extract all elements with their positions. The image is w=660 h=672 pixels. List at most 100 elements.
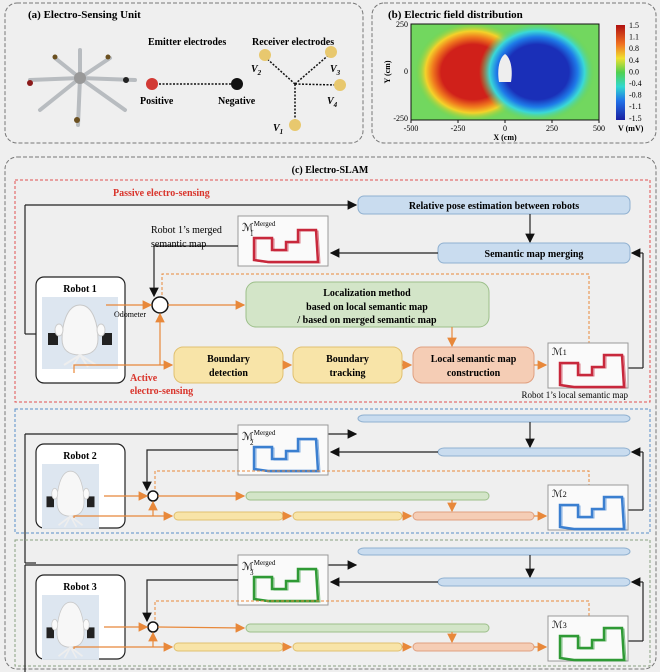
y-tick-label: 0 — [404, 67, 408, 76]
colorbar — [616, 25, 625, 120]
passive-electro-sensing-label: Passive electro-sensing — [113, 188, 210, 199]
panel-b-title: (b) Electric field distribution — [388, 9, 523, 21]
panel-a-border — [4, 2, 364, 144]
local-semantic-map-construction-box-label-2: construction — [447, 368, 501, 379]
merged-map-symbol: ℳMerged 3 — [242, 559, 276, 577]
receiver-electrodes-label: Receiver electrodes — [252, 37, 334, 48]
merged-map-caption-1: Robot 1’s merged — [151, 225, 222, 236]
active-electro-sensing-label-1: Active — [130, 373, 158, 384]
active-electro-sensing-label-2: electro-sensing — [130, 386, 193, 397]
fusion-node — [147, 621, 159, 633]
colorbar-tick-label: 1.1 — [629, 33, 639, 42]
colorbar-tick-label: 1.5 — [629, 21, 639, 30]
robot-image — [41, 594, 100, 661]
odometer-label: Odometer — [114, 310, 146, 319]
relative-pose-estimation-box — [357, 414, 631, 423]
x-tick-label: -500 — [404, 124, 419, 133]
semantic-map-merging-label: Semantic map merging — [485, 249, 584, 260]
boundary-detection-box-label-1: Boundary — [207, 354, 250, 365]
robot-2-pipeline: ℳMerged 2 Robot 2 ℳ2 — [14, 408, 651, 564]
boundary-detection-box — [173, 511, 284, 521]
panel-electro-sensing-unit: (a) Electro-Sensing Unit Emitter electro… — [4, 2, 364, 144]
x-tick-label: 250 — [546, 124, 558, 133]
localization-method-box — [245, 491, 490, 501]
semantic-map-merging-box — [437, 577, 631, 587]
merged-map-symbol: ℳMerged 2 — [242, 429, 276, 447]
receiver-electrode-v3 — [325, 46, 337, 58]
receiver-electrode-v2 — [259, 49, 271, 61]
colorbar-tick-label: -1.5 — [629, 114, 642, 123]
colorbar-tick-label: -0.4 — [629, 79, 642, 88]
localization-method-box — [245, 281, 490, 328]
receiver-electrode-v1 — [289, 119, 301, 131]
negative-label: Negative — [218, 96, 256, 107]
colorbar-tick-label: 0.8 — [629, 44, 639, 53]
relative-pose-estimation-box — [357, 195, 631, 215]
positive-electrode — [146, 78, 158, 90]
local-semantic-map-image — [547, 484, 629, 531]
fusion-node — [151, 296, 169, 314]
colorbar-tick-label: -1.1 — [629, 102, 642, 111]
v2-label: V2 — [251, 64, 262, 77]
local-semantic-map-image — [547, 615, 629, 662]
x-tick-label: 0 — [503, 124, 507, 133]
semantic-map-trace — [252, 228, 320, 264]
v4-label: V4 — [327, 96, 338, 109]
x-tick-label: -250 — [451, 124, 466, 133]
v3-label: V3 — [330, 64, 341, 77]
semantic-map-trace — [558, 495, 626, 531]
merged-map-caption-2: semantic map — [151, 239, 206, 250]
y-tick-label: 250 — [396, 20, 408, 29]
negative-electrode — [231, 78, 243, 90]
localization-method-box — [245, 623, 490, 633]
section-border — [14, 539, 651, 667]
y-axis-label: Y (cm) — [383, 60, 392, 83]
boundary-detection-box-label-2: detection — [209, 368, 248, 379]
x-axis-label: X (cm) — [493, 133, 517, 142]
x-tick-label: 500 — [593, 124, 605, 133]
panel-c-border — [4, 156, 657, 670]
merged-map-symbol: ℳMerged 1 — [242, 220, 276, 238]
boundary-tracking-box-label-2: tracking — [329, 368, 365, 379]
panel-electro-slam: (c) Electro-SLAM Passive electro-sensing… — [4, 156, 657, 672]
colorbar-tick-label: 0.4 — [629, 56, 639, 65]
v1-label: V1 — [273, 123, 283, 136]
y-tick-label: -250 — [393, 114, 408, 123]
robot-3-pipeline: ℳMerged 3 Robot 3 ℳ3 — [14, 539, 651, 672]
relative-pose-estimation-box — [357, 547, 631, 556]
local-semantic-map-construction-box-label-1: Local semantic map — [431, 354, 517, 365]
section-border — [14, 179, 651, 403]
boundary-detection-box — [173, 642, 284, 652]
robot-name: Robot 1 — [63, 284, 97, 295]
robot-name: Robot 2 — [63, 451, 97, 462]
robot-name: Robot 3 — [63, 582, 97, 593]
local-semantic-map-construction-box — [412, 642, 535, 652]
semantic-map-trace — [558, 626, 626, 662]
panel-electric-field: (b) Electric field distribution -500 -250… — [371, 2, 657, 144]
field-heatmap — [411, 24, 599, 120]
local-semantic-map-construction-box — [412, 511, 535, 521]
emitter-electrodes-label: Emitter electrodes — [148, 37, 226, 48]
local-map-symbol: ℳ2 — [552, 489, 567, 500]
positive-label: Positive — [140, 96, 174, 107]
local-semantic-map-image — [547, 342, 629, 389]
localization-label-3: / based on merged semantic map — [296, 315, 437, 326]
colorbar-tick-label: 0.0 — [629, 67, 639, 76]
semantic-map-merging-box — [437, 447, 631, 457]
electro-sensing-unit-image — [27, 48, 137, 127]
robot-image — [41, 296, 119, 370]
panel-c-title: (c) Electro-SLAM — [292, 165, 369, 176]
panel-a-title: (a) Electro-Sensing Unit — [28, 9, 141, 21]
section-border — [14, 408, 651, 534]
localization-label-2: based on local semantic map — [306, 302, 428, 313]
localization-label-1: Localization method — [323, 288, 411, 299]
receiver-electrode-v4 — [334, 79, 346, 91]
boundary-tracking-box-label-1: Boundary — [326, 354, 369, 365]
local-map-symbol: ℳ1 — [552, 347, 567, 358]
local-map-symbol: ℳ3 — [552, 620, 567, 631]
boundary-tracking-box — [292, 511, 403, 521]
colorbar-label: V (mV) — [618, 124, 644, 133]
robot-image — [41, 463, 100, 530]
semantic-map-trace — [558, 353, 626, 389]
